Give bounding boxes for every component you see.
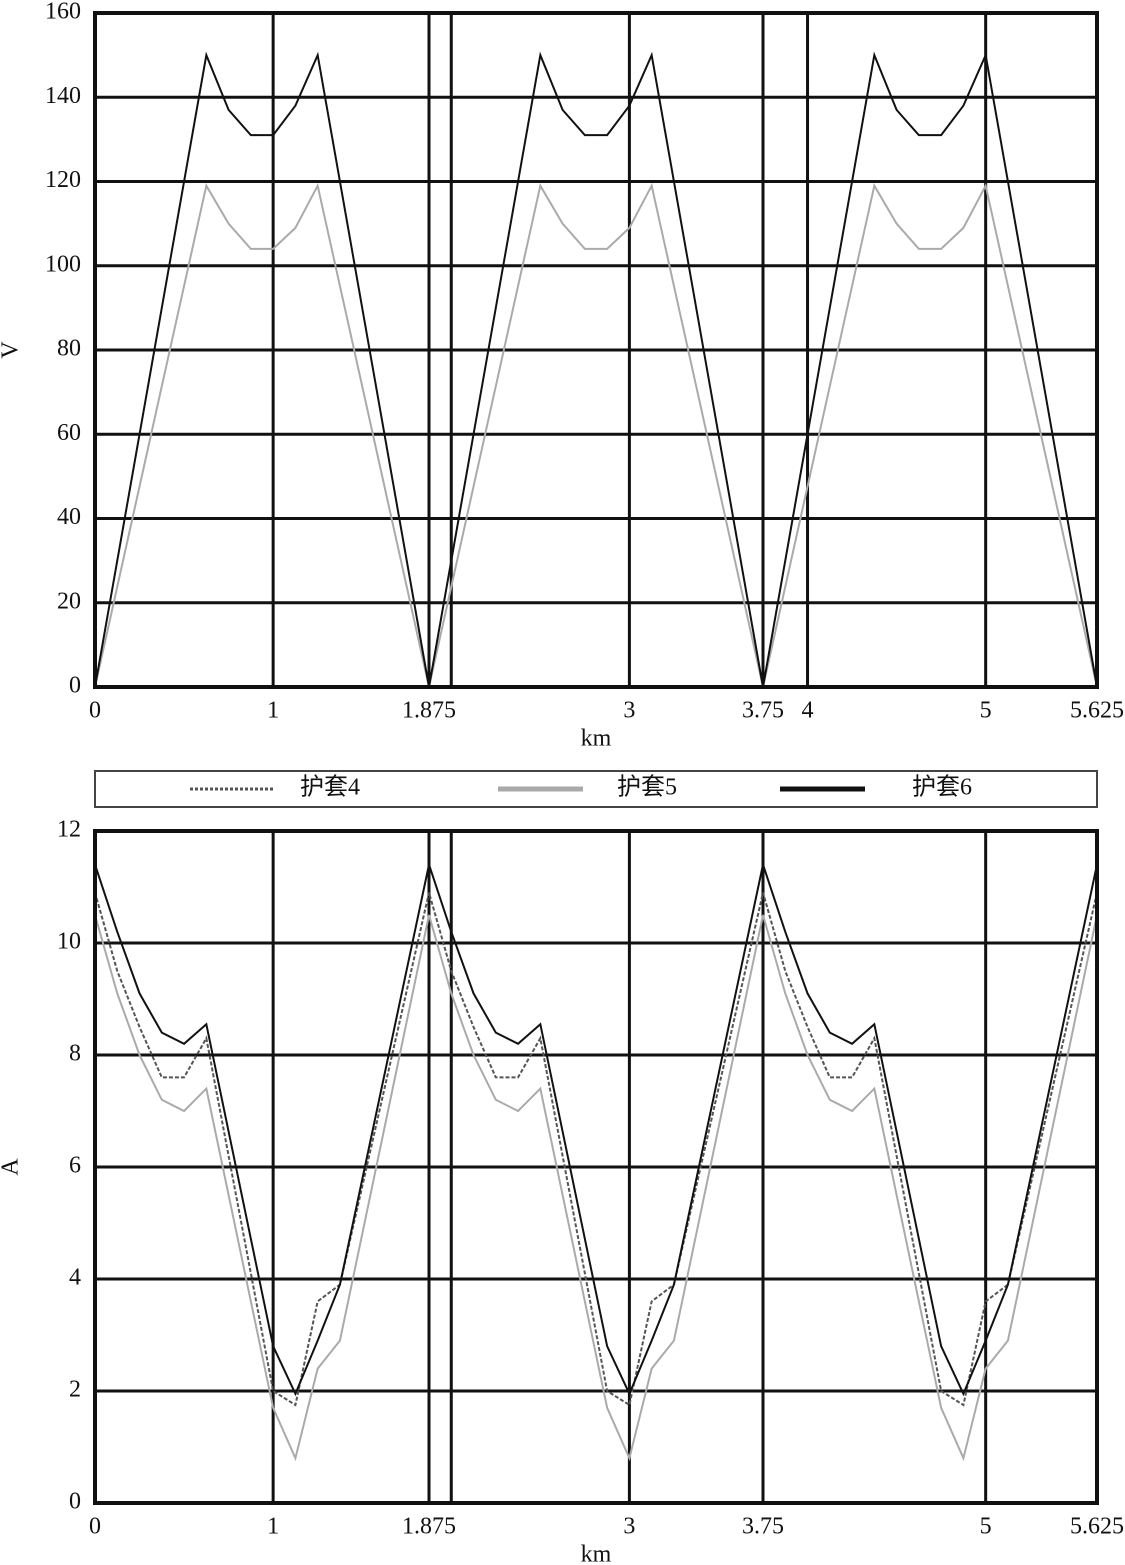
- y-tick-label: 160: [45, 0, 81, 25]
- y-axis-label: V: [0, 341, 24, 359]
- y-tick-label: 140: [45, 83, 81, 109]
- y-tick-label: 80: [57, 336, 81, 362]
- y-tick-label: 0: [69, 1489, 81, 1515]
- legend-label: 护套5: [617, 774, 677, 801]
- x-tick-label: 5.625: [1070, 698, 1124, 724]
- x-tick-label: 3: [623, 1514, 635, 1540]
- legend-box: [94, 770, 1098, 808]
- series-line: [94, 182, 1098, 688]
- y-tick-label: 40: [57, 504, 81, 530]
- y-tick-label: 8: [69, 1041, 81, 1067]
- x-tick-label: 3: [623, 698, 635, 724]
- y-tick-label: 4: [69, 1265, 81, 1291]
- x-axis-label: km: [581, 726, 612, 752]
- x-tick-label: 1.875: [402, 1514, 456, 1540]
- x-tick-label: 1: [267, 1514, 279, 1540]
- legend-label: 护套6: [912, 774, 972, 801]
- x-axis-label: km: [581, 1542, 612, 1565]
- series-line: [94, 860, 1098, 1397]
- x-tick-label: 1.875: [402, 698, 456, 724]
- plot-frame: [93, 11, 1099, 689]
- legend-label: 护套4: [300, 774, 360, 801]
- y-tick-label: 60: [57, 420, 81, 446]
- x-tick-label: 5: [980, 1514, 992, 1540]
- x-tick-label: 5.625: [1070, 1514, 1124, 1540]
- y-axis-label: A: [0, 1158, 24, 1176]
- y-tick-label: 6: [69, 1153, 81, 1179]
- series-line: [94, 51, 1098, 688]
- x-tick-label: 3.75: [742, 698, 784, 724]
- y-tick-label: 120: [45, 167, 81, 193]
- y-tick-label: 12: [57, 817, 81, 843]
- x-tick-label: 3.75: [742, 1514, 784, 1540]
- x-tick-label: 0: [89, 1514, 101, 1540]
- y-tick-label: 2: [69, 1377, 81, 1403]
- series-line: [94, 914, 1098, 1462]
- y-tick-label: 100: [45, 251, 81, 277]
- y-tick-label: 10: [57, 929, 81, 955]
- x-tick-label: 0: [89, 698, 101, 724]
- x-tick-label: 1: [267, 698, 279, 724]
- x-tick-label: 4: [802, 698, 814, 724]
- y-tick-label: 0: [69, 673, 81, 699]
- plot-frame: [93, 829, 1099, 1505]
- series-line: [94, 892, 1098, 1407]
- y-tick-label: 20: [57, 588, 81, 614]
- x-tick-label: 5: [980, 698, 992, 724]
